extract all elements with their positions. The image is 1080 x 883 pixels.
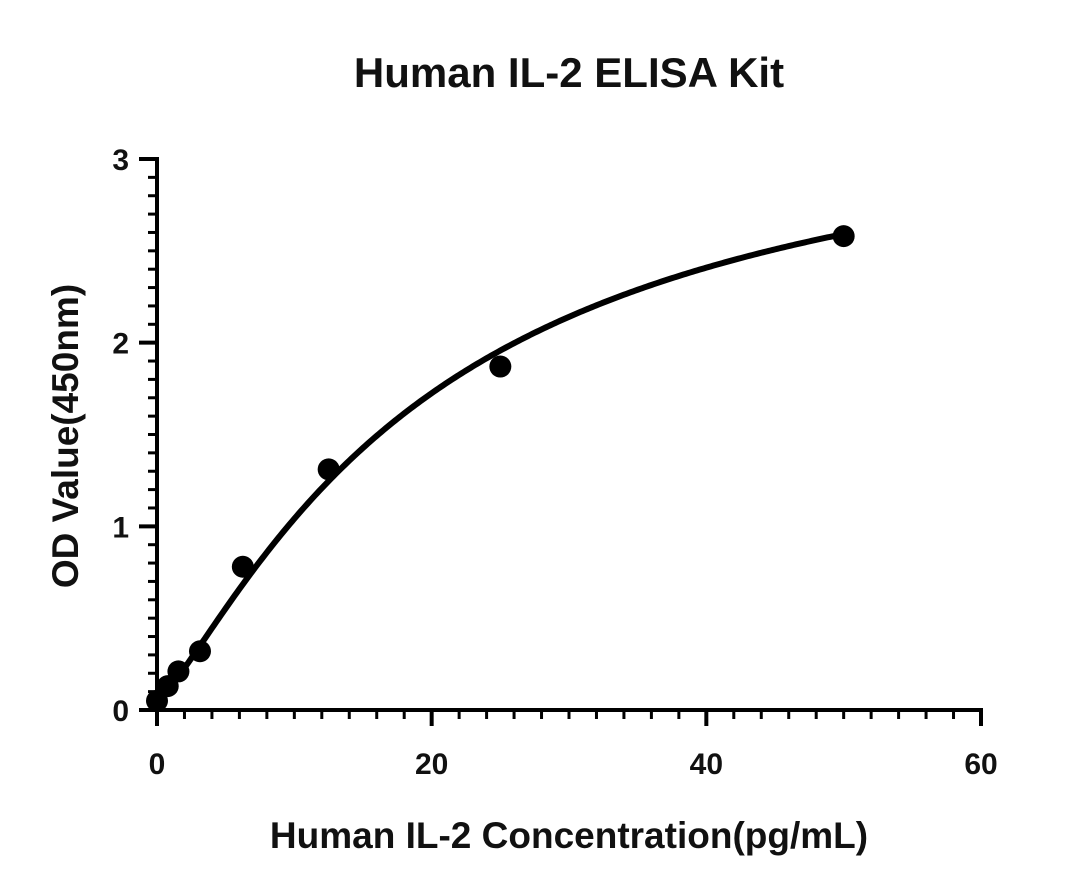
data-point [231,555,254,578]
data-point [489,355,512,378]
data-point [188,640,211,663]
x-tick-label: 40 [690,748,723,781]
x-axis-title: Human IL-2 Concentration(pg/mL) [270,815,868,856]
y-tick-label: 2 [112,328,129,361]
x-tick-label: 20 [415,748,448,781]
data-point [832,225,855,248]
chart-title: Human IL-2 ELISA Kit [354,49,784,96]
data-points-layer [146,225,855,712]
x-tick-label: 0 [149,748,166,781]
data-point [167,660,190,683]
y-tick-label: 1 [112,511,129,544]
fit-curve-layer [154,231,847,704]
fit-curve-line [154,231,847,704]
data-point [317,458,340,481]
y-tick-label: 0 [112,695,129,728]
y-axis-title: OD Value(450nm) [45,284,86,588]
x-tick-label: 60 [964,748,997,781]
axes: 0 20 40 60 0 1 2 3 [112,144,997,781]
y-tick-label: 3 [112,144,129,177]
